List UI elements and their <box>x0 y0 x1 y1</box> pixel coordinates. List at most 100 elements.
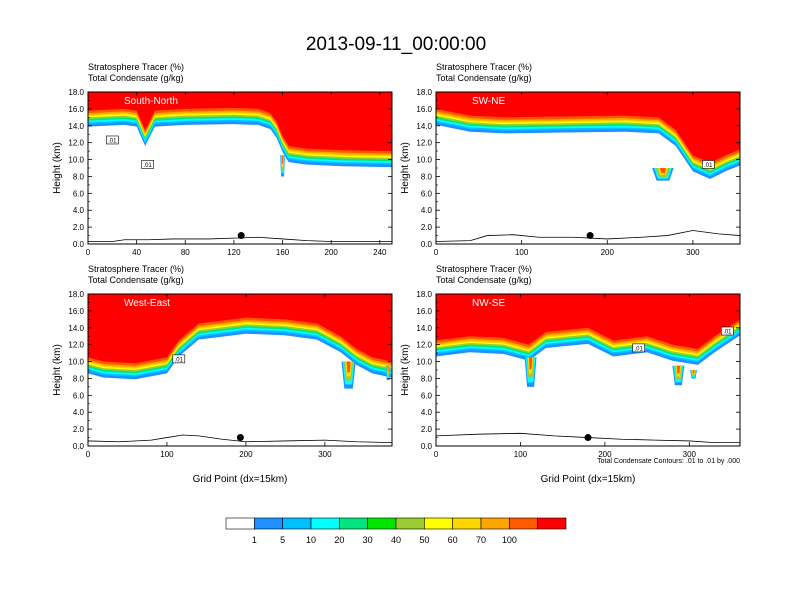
colorbar-label: 70 <box>476 535 486 545</box>
x-tick-label: 200 <box>598 450 612 459</box>
y-tick-label: 10.0 <box>416 358 432 367</box>
svg-text:.01: .01 <box>704 163 713 169</box>
colorbar-box <box>509 517 538 530</box>
y-tick-label: 4.0 <box>421 206 433 215</box>
y-tick-label: 14.0 <box>68 122 84 131</box>
tracer-field: .01 <box>436 92 740 242</box>
colorbar-label: 50 <box>419 535 429 545</box>
y-tick-label: 14.0 <box>68 324 84 333</box>
location-marker <box>237 232 245 240</box>
x-axis-label: Grid Point (dx=15km) <box>193 474 288 485</box>
location-marker <box>584 434 592 442</box>
colorbar-box <box>282 517 312 530</box>
y-tick-label: 0.0 <box>73 442 85 451</box>
y-tick-label: 0.0 <box>421 240 433 249</box>
panel-label: SW-NE <box>472 96 505 107</box>
y-tick-label: 2.0 <box>73 223 85 232</box>
y-tick-label: 14.0 <box>416 324 432 333</box>
tracer-field: .01 <box>88 294 392 444</box>
tracer-band-9 <box>436 92 740 163</box>
x-tick-label: 100 <box>515 248 529 257</box>
y-tick-label: 12.0 <box>416 139 432 148</box>
y-tick-label: 8.0 <box>421 172 433 181</box>
panel-west-east: .01 West-East Stratosphere Tracer (%)Total… <box>52 264 393 485</box>
y-axis-label: Height (km) <box>400 142 411 194</box>
colorbar-box <box>339 517 368 530</box>
x-tick-label: 0 <box>86 450 91 459</box>
y-axis-label: Height (km) <box>52 142 63 194</box>
y-tick-label: 8.0 <box>73 374 85 383</box>
colorbar-label: 10 <box>306 535 316 545</box>
panel-sw-ne: .01 SW-NE Stratosphere Tracer (%)Total Con… <box>400 62 741 257</box>
tracer-band-9 <box>436 294 740 349</box>
y-tick-label: 8.0 <box>421 374 433 383</box>
colorbar-label: 20 <box>334 535 344 545</box>
variable-title-condensate: Total Condensate (g/kg) <box>436 275 532 285</box>
y-tick-label: 4.0 <box>73 408 85 417</box>
svg-text:.01: .01 <box>108 138 117 144</box>
figure-title: 2013-09-11_00:00:00 <box>306 34 486 55</box>
y-tick-label: 8.0 <box>73 172 85 181</box>
y-tick-label: 16.0 <box>68 307 84 316</box>
colorbar: 1 5 10 20 30 40 50 60 70 100 <box>225 517 567 545</box>
y-tick-label: 10.0 <box>416 156 432 165</box>
variable-title-tracer: Stratosphere Tracer (%) <box>88 62 184 72</box>
svg-text:.01: .01 <box>175 357 184 363</box>
colorbar-box <box>537 517 567 530</box>
tracer-streamer <box>690 370 697 379</box>
x-axis-label: Grid Point (dx=15km) <box>541 474 636 485</box>
x-tick-label: 200 <box>325 248 339 257</box>
y-tick-label: 6.0 <box>73 189 85 198</box>
y-tick-label: 18.0 <box>416 290 432 299</box>
tracer-streamer <box>652 168 674 181</box>
tracer-streamer <box>672 365 685 386</box>
x-tick-label: 0 <box>86 248 91 257</box>
panel-label: West-East <box>124 298 170 309</box>
tracer-streamer <box>524 357 537 387</box>
y-tick-label: 18.0 <box>68 290 84 299</box>
x-tick-label: 300 <box>686 248 700 257</box>
x-tick-label: 120 <box>227 248 241 257</box>
x-tick-label: 40 <box>132 248 141 257</box>
terrain-line <box>88 434 392 444</box>
svg-text:.01: .01 <box>143 163 152 169</box>
variable-title-condensate: Total Condensate (g/kg) <box>436 73 532 83</box>
y-axis-label: Height (km) <box>52 344 63 396</box>
colorbar-label: 30 <box>363 535 373 545</box>
tracer-band-9 <box>88 92 392 152</box>
colorbar-label: 40 <box>391 535 401 545</box>
colorbar-box <box>225 517 255 530</box>
x-tick-label: 200 <box>239 450 253 459</box>
x-tick-label: 0 <box>434 450 439 459</box>
y-tick-label: 0.0 <box>73 240 85 249</box>
x-tick-label: 160 <box>276 248 290 257</box>
colorbar-box <box>424 517 453 530</box>
tracer-streamer <box>280 155 285 177</box>
contour-label: .01 <box>632 343 645 352</box>
variable-title-condensate: Total Condensate (g/kg) <box>88 73 184 83</box>
panels: .01 .01 South-North Stratosphere Tracer (%)… <box>52 62 741 485</box>
colorbar-box <box>367 517 397 530</box>
y-tick-label: 12.0 <box>68 341 84 350</box>
location-marker <box>236 434 244 442</box>
contour-note: Total Condensate Contours: .01 to .01 by… <box>597 458 740 465</box>
tracer-field: .01 .01 <box>88 92 392 242</box>
variable-title-tracer: Stratosphere Tracer (%) <box>88 264 184 274</box>
tracer-band-9 <box>88 294 392 364</box>
x-tick-label: 300 <box>683 450 697 459</box>
y-tick-label: 12.0 <box>416 341 432 350</box>
svg-text:.01: .01 <box>634 346 643 352</box>
y-tick-label: 6.0 <box>73 391 85 400</box>
panel-label: NW-SE <box>472 298 505 309</box>
y-tick-label: 10.0 <box>68 156 84 165</box>
y-axis-label: Height (km) <box>400 344 411 396</box>
location-marker <box>586 232 594 240</box>
colorbar-box <box>395 517 425 530</box>
tracer-streamer <box>385 365 391 381</box>
y-tick-label: 18.0 <box>68 88 84 97</box>
contour-label: .01 <box>141 160 154 169</box>
y-tick-label: 14.0 <box>416 122 432 131</box>
tracer-streamer <box>341 361 356 389</box>
